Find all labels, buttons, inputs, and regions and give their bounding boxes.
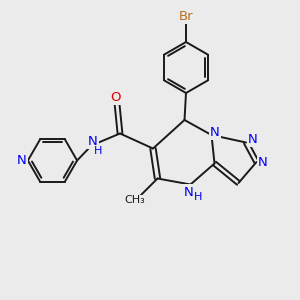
- Text: N: N: [258, 155, 268, 169]
- Text: N: N: [17, 154, 27, 167]
- Text: O: O: [110, 91, 121, 104]
- Text: CH₃: CH₃: [124, 195, 145, 206]
- Text: N: N: [88, 135, 98, 148]
- Text: H: H: [94, 146, 102, 156]
- Text: Br: Br: [179, 10, 193, 23]
- Text: N: N: [184, 185, 194, 199]
- Text: N: N: [248, 133, 257, 146]
- Text: N: N: [210, 126, 220, 140]
- Text: H: H: [194, 192, 202, 202]
